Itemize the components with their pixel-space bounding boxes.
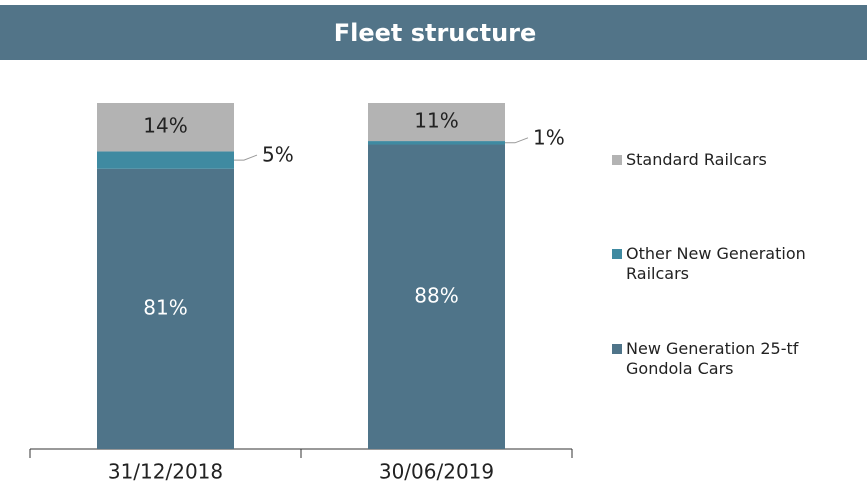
x-tick-label: 30/06/2019 [379, 460, 494, 484]
leader-line [505, 137, 529, 144]
leader-line [234, 154, 258, 161]
legend-label: Other New Generation Railcars [626, 244, 806, 283]
legend-swatch [612, 249, 622, 259]
bar-segment [97, 151, 234, 169]
legend-label: Standard Railcars [626, 150, 767, 169]
x-tick-label: 31/12/2018 [108, 460, 223, 484]
data-label: 11% [414, 109, 458, 133]
data-label: 88% [414, 283, 458, 307]
data-label: 81% [143, 295, 187, 319]
legend-swatch [612, 155, 622, 165]
legend-swatch [612, 344, 622, 354]
legend-item: New Generation 25-tf Gondola Cars [612, 339, 841, 379]
chart-title: Fleet structure [334, 19, 537, 47]
title-banner [0, 5, 867, 60]
bar-segment [368, 144, 505, 449]
data-label: 1% [533, 125, 565, 149]
bar-segment [368, 141, 505, 145]
bar-segment [97, 103, 234, 152]
bar-segment [368, 103, 505, 142]
legend-label: New Generation 25-tf Gondola Cars [626, 339, 799, 378]
data-label: 14% [143, 114, 187, 138]
data-label: 5% [262, 143, 294, 167]
legend-item: Other New Generation Railcars [612, 244, 841, 284]
bar-segment [97, 168, 234, 450]
legend-item: Standard Railcars [612, 150, 841, 170]
